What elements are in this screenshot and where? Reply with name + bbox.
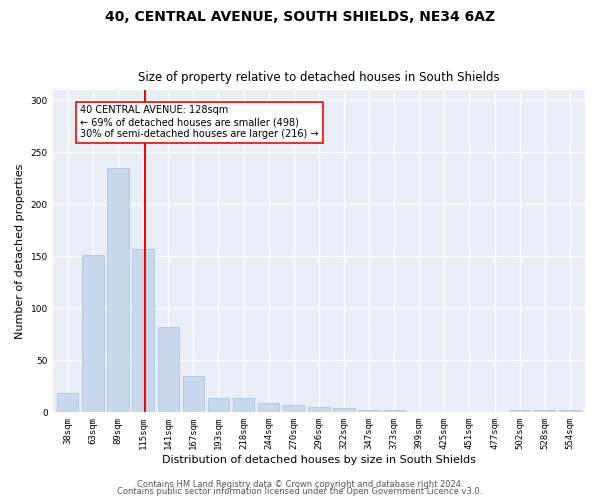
Bar — [158, 327, 179, 412]
Bar — [258, 403, 279, 412]
X-axis label: Distribution of detached houses by size in South Shields: Distribution of detached houses by size … — [162, 455, 476, 465]
Bar — [534, 410, 556, 412]
Text: Contains HM Land Registry data © Crown copyright and database right 2024.: Contains HM Land Registry data © Crown c… — [137, 480, 463, 489]
Bar — [208, 398, 229, 412]
Bar — [182, 376, 204, 412]
Bar — [333, 408, 355, 412]
Bar — [509, 410, 530, 412]
Bar — [308, 407, 329, 412]
Bar — [133, 249, 154, 412]
Bar — [82, 255, 104, 412]
Bar — [358, 410, 380, 412]
Bar — [233, 398, 254, 412]
Title: Size of property relative to detached houses in South Shields: Size of property relative to detached ho… — [138, 72, 500, 85]
Bar — [57, 392, 79, 412]
Y-axis label: Number of detached properties: Number of detached properties — [15, 164, 25, 339]
Text: 40 CENTRAL AVENUE: 128sqm
← 69% of detached houses are smaller (498)
30% of semi: 40 CENTRAL AVENUE: 128sqm ← 69% of detac… — [80, 106, 319, 138]
Text: 40, CENTRAL AVENUE, SOUTH SHIELDS, NE34 6AZ: 40, CENTRAL AVENUE, SOUTH SHIELDS, NE34 … — [105, 10, 495, 24]
Bar — [559, 410, 581, 412]
Bar — [283, 405, 304, 412]
Bar — [383, 410, 405, 412]
Text: Contains public sector information licensed under the Open Government Licence v3: Contains public sector information licen… — [118, 487, 482, 496]
Bar — [107, 168, 128, 412]
